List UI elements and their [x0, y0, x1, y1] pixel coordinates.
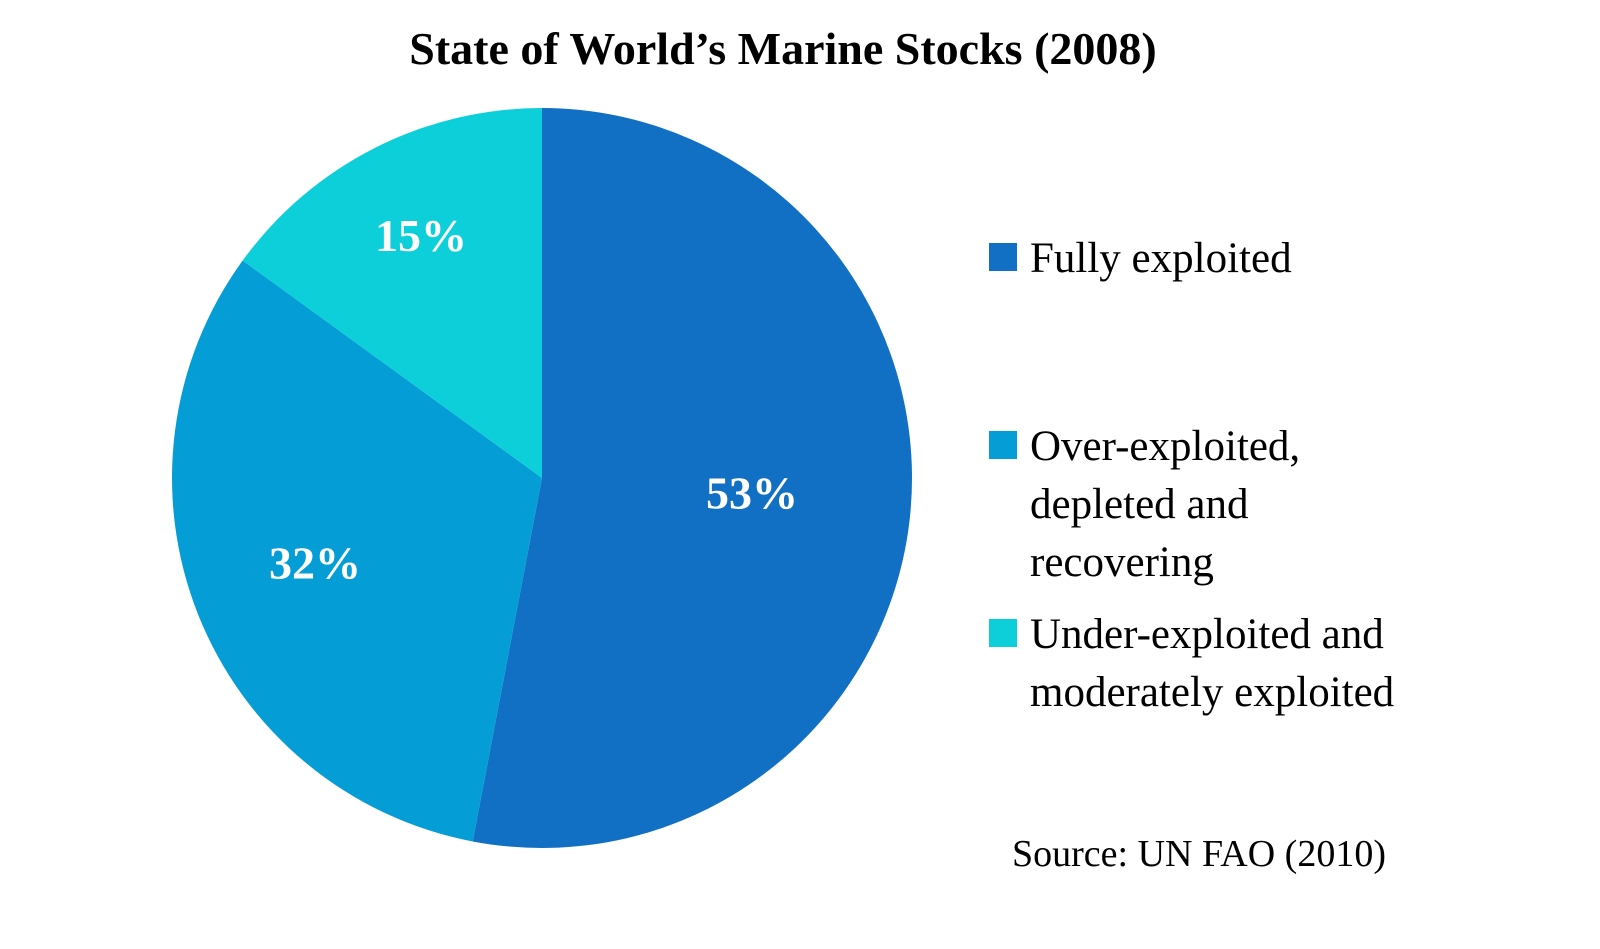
- pie-slice-3: [242, 107, 543, 479]
- legend-item-fully-exploited: Fully exploited: [989, 230, 1292, 288]
- legend-label: Under-exploited and moderately exploited: [1030, 611, 1395, 716]
- chart-title: State of World’s Marine Stocks (2008): [409, 23, 1157, 74]
- legend-swatch: [989, 243, 1017, 271]
- source-note: Source: UN FAO (2010): [1012, 833, 1386, 875]
- legend-item-over-exploited: Over-exploited, depleted and recovering: [989, 418, 1300, 592]
- legend-label: Over-exploited, depleted and recovering: [1030, 423, 1301, 586]
- legend-swatch: [989, 431, 1017, 459]
- slice-data-label: 15%: [375, 210, 467, 261]
- legend-item-under-exploited: Under-exploited and moderately exploited: [989, 606, 1394, 722]
- legend-label: Fully exploited: [1030, 235, 1292, 282]
- legend-swatch: [989, 619, 1017, 647]
- pie-slice-2: [171, 260, 542, 842]
- slice-data-label: 32%: [269, 537, 361, 588]
- slice-data-label: 53%: [706, 467, 798, 518]
- pie-slice-1: [472, 108, 912, 848]
